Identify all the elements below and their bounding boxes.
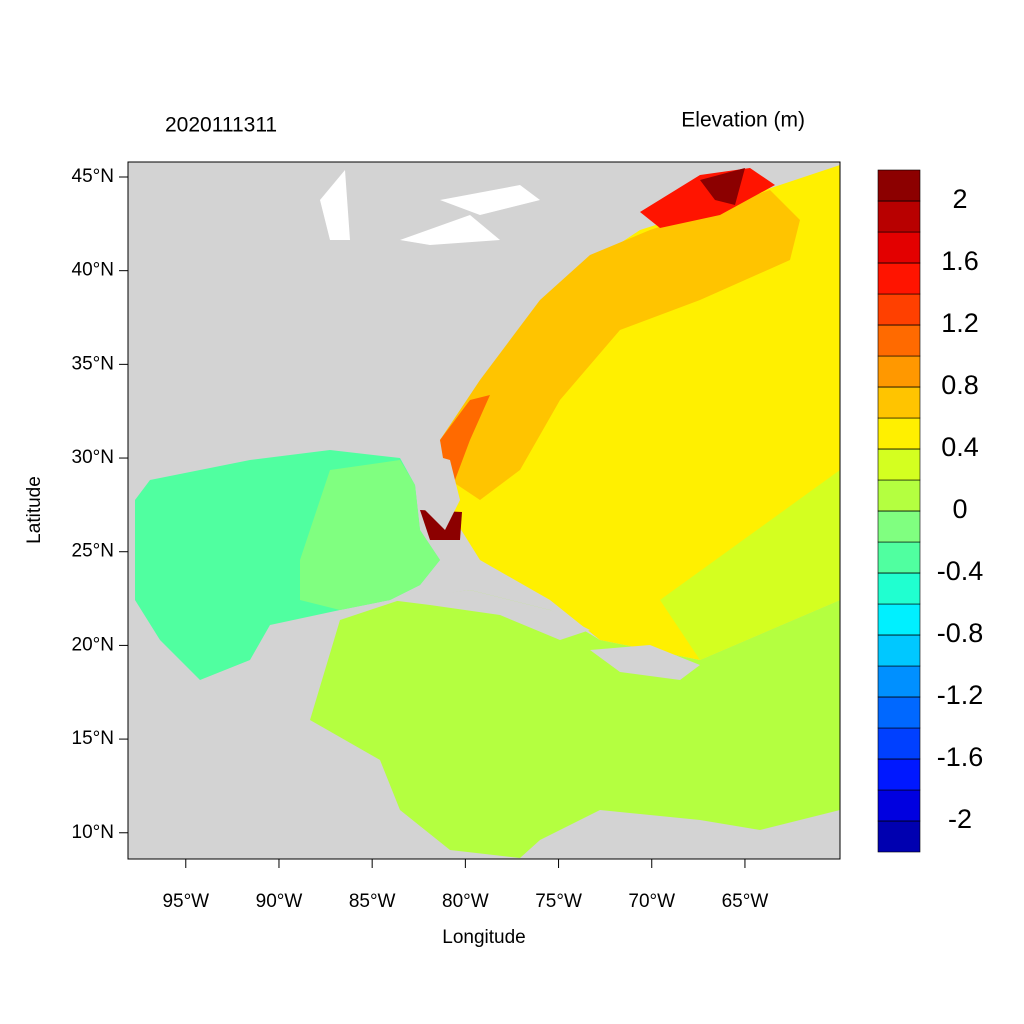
frame: [127, 161, 841, 860]
colorbar-label: 0: [952, 494, 967, 524]
y-tick-label: 20°N: [72, 634, 114, 655]
colorbar-label: 0.8: [941, 370, 979, 400]
gulf-east: [300, 460, 440, 610]
x-tick-label: 85°W: [349, 891, 396, 912]
colorbar-label: -0.4: [937, 556, 984, 586]
colorbar-box: [877, 727, 921, 760]
atlantic: [450, 165, 840, 660]
colorbar-box: [877, 324, 921, 357]
atlantic-south: [660, 470, 840, 660]
caribbean: [310, 590, 840, 858]
colorbar-box: [877, 665, 921, 698]
colorbar-label: 1.6: [941, 246, 979, 276]
colorbar-box: [877, 200, 921, 233]
x-tick-label: 70°W: [628, 891, 675, 912]
y-tick-label: 25°N: [72, 541, 114, 562]
subtitle: Elevation (m): [681, 109, 805, 132]
y-tick-label: 30°N: [72, 447, 114, 468]
colorbar-box: [877, 789, 921, 822]
colorbar-box: [877, 820, 921, 853]
x-tick-label: 65°W: [722, 891, 769, 912]
y-tick-label: 35°N: [72, 353, 114, 374]
colorbar-box: [877, 386, 921, 419]
y-tick-label: 10°N: [72, 822, 114, 843]
colorbar-label: 0.4: [941, 432, 979, 462]
x-tick-label: 90°W: [256, 891, 303, 912]
colorbar-box: [877, 479, 921, 512]
colorbar-box: [877, 169, 921, 202]
gulf-of-maine: [640, 168, 775, 228]
title: 2020111311: [165, 114, 277, 137]
florida: [415, 450, 460, 530]
x-axis-label: Longitude: [442, 927, 525, 948]
colorbar-box: [877, 231, 921, 264]
colorbar-box: [877, 293, 921, 326]
hispaniola: [590, 645, 700, 680]
colorbar-box: [877, 355, 921, 388]
y-axis-label: Latitude: [24, 476, 45, 544]
colorbar-box: [877, 541, 921, 574]
bay-of-fundy: [700, 168, 745, 205]
colorbar-label: -1.2: [937, 680, 984, 710]
colorbar-box: [877, 448, 921, 481]
cuba: [390, 590, 590, 640]
y-tick-label: 40°N: [72, 260, 114, 281]
x-tick-label: 75°W: [535, 891, 582, 912]
colorbar-box: [877, 603, 921, 636]
y-tick-label: 45°N: [72, 166, 114, 187]
colorbar-label: 2: [952, 184, 967, 214]
colorbar-box: [877, 417, 921, 450]
colorbar-box: [877, 696, 921, 729]
shelf-south: [440, 395, 490, 480]
x-tick-label: 80°W: [442, 891, 489, 912]
colorbar-box: [877, 634, 921, 667]
colorbar-label: 1.2: [941, 308, 979, 338]
colorbar-label: -0.8: [937, 618, 984, 648]
great-lakes: [320, 170, 540, 245]
colorbar-box: [877, 262, 921, 295]
colorbar-label: -2: [948, 804, 972, 834]
colorbar-box: [877, 758, 921, 791]
shelf: [440, 190, 800, 500]
colorbar-box: [877, 572, 921, 605]
map: [127, 161, 841, 860]
x-tick-label: 95°W: [162, 891, 209, 912]
colorbar-label: -1.6: [937, 742, 984, 772]
y-tick-label: 15°N: [72, 728, 114, 749]
colorbar-box: [877, 510, 921, 543]
